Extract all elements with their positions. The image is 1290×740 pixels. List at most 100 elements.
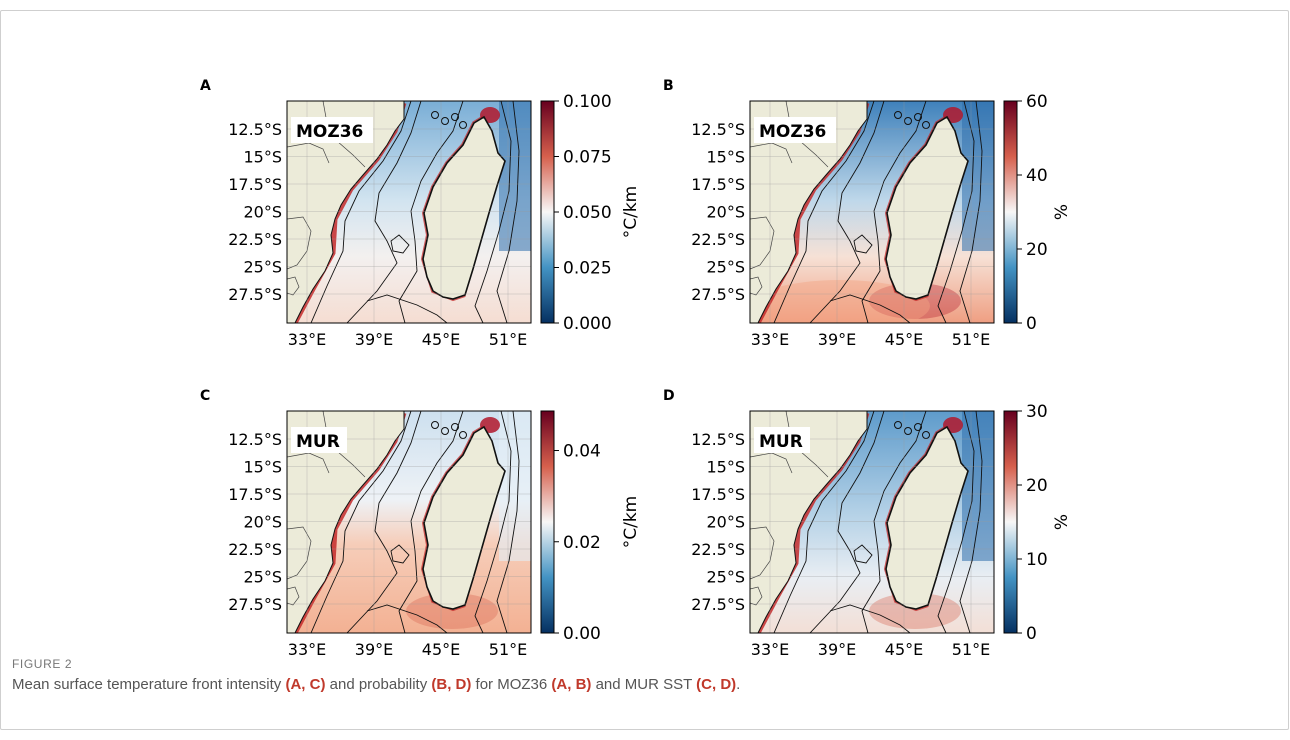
caption-segment: . xyxy=(736,676,741,693)
lat-tick-label: 17.5°S xyxy=(228,175,282,194)
colorbar xyxy=(540,410,555,634)
lon-tick-label: 51°E xyxy=(489,330,527,349)
colorbar-tick-label: 0.02 xyxy=(563,533,601,553)
panel-letter: D xyxy=(663,388,675,404)
colorbar-tick-label: 0.000 xyxy=(563,314,612,334)
lat-tick-label: 20°S xyxy=(243,203,282,222)
lat-tick-label: 17.5°S xyxy=(691,485,745,504)
figure-label: FIGURE 2 xyxy=(12,657,73,671)
lon-tick-label: 45°E xyxy=(885,640,923,659)
colorbar-tick-label: 20 xyxy=(1026,476,1048,496)
lat-tick-label: 20°S xyxy=(706,513,745,532)
caption-segment: (C, D) xyxy=(696,676,737,693)
lat-tick-label: 25°S xyxy=(243,568,282,587)
colorbar-label: °C/km xyxy=(621,496,641,549)
colorbar-tick-label: 20 xyxy=(1026,240,1048,260)
colorbar-tick-label: 10 xyxy=(1026,550,1048,570)
lat-tick-label: 27.5°S xyxy=(691,285,745,304)
lat-tick-label: 15°S xyxy=(243,458,282,477)
lat-tick-label: 20°S xyxy=(706,203,745,222)
lat-tick-label: 20°S xyxy=(243,513,282,532)
panel-letter: A xyxy=(200,78,211,94)
dataset-tag-box xyxy=(754,117,836,143)
dataset-tag: MOZ36 xyxy=(759,122,826,142)
lon-tick-label: 51°E xyxy=(489,640,527,659)
caption-segment: and MUR SST xyxy=(591,676,697,693)
lat-tick-label: 17.5°S xyxy=(691,175,745,194)
colorbar-tick-label: 40 xyxy=(1026,166,1048,186)
lon-tick-label: 45°E xyxy=(422,330,460,349)
lat-tick-label: 22.5°S xyxy=(691,540,745,559)
caption-segment: for MOZ36 xyxy=(471,676,552,693)
colorbar xyxy=(540,100,555,324)
lon-tick-label: 39°E xyxy=(818,640,856,659)
dataset-tag: MOZ36 xyxy=(296,122,363,142)
colorbar-tick-label: 30 xyxy=(1026,402,1048,422)
colorbar-tick-label: 0.04 xyxy=(563,442,601,462)
lat-tick-label: 15°S xyxy=(706,148,745,167)
lat-tick-label: 25°S xyxy=(706,258,745,277)
lat-tick-label: 27.5°S xyxy=(228,285,282,304)
colorbar-label: °C/km xyxy=(621,186,641,239)
colorbar-label: % xyxy=(1052,204,1072,220)
lat-tick-label: 15°S xyxy=(706,458,745,477)
lat-tick-label: 12.5°S xyxy=(228,120,282,139)
colorbar-tick-label: 0.050 xyxy=(563,203,612,223)
lat-tick-label: 15°S xyxy=(243,148,282,167)
map-plot: MOZ36 12.5°S 15°S 17.5°S 20°S 22.5°S 25°S 27.5°… xyxy=(691,92,1072,349)
colorbar-tick-label: 0.025 xyxy=(563,259,612,279)
dataset-tag-box xyxy=(291,427,347,453)
figure-frame xyxy=(0,10,1289,730)
colorbar-tick-label: 0 xyxy=(1026,314,1037,334)
lat-tick-label: 12.5°S xyxy=(228,430,282,449)
lat-tick-label: 22.5°S xyxy=(228,540,282,559)
panel-a: A MOZ36 12.5°S 15°S 17.5°S 20°S 22.5°S 25°S 27.5… xyxy=(200,78,670,353)
lat-tick-label: 12.5°S xyxy=(691,120,745,139)
colorbar-tick-label: 0.00 xyxy=(563,624,601,644)
lon-tick-label: 51°E xyxy=(952,640,990,659)
dataset-tag-box xyxy=(291,117,373,143)
lat-tick-label: 27.5°S xyxy=(228,595,282,614)
madagascar-landmass xyxy=(422,115,506,300)
caption-segment: (A, C) xyxy=(285,676,326,693)
colorbar xyxy=(1003,410,1018,634)
panel-b: B MOZ36 12.5°S 15°S 17.5°S 20°S 22.5°S 25°S 27.5… xyxy=(663,78,1133,353)
lat-tick-label: 17.5°S xyxy=(228,485,282,504)
madagascar-landmass xyxy=(885,425,969,610)
dataset-tag: MUR xyxy=(759,432,803,452)
panel-c: C MUR 12.5°S 15°S 17.5°S 20°S 22.5°S 25°S 27.5°S… xyxy=(200,388,670,663)
lat-tick-label: 22.5°S xyxy=(691,230,745,249)
caption-segment: and probability xyxy=(325,676,432,693)
lon-tick-label: 33°E xyxy=(751,330,789,349)
lon-tick-label: 45°E xyxy=(422,640,460,659)
colorbar xyxy=(1003,100,1018,324)
lat-tick-label: 12.5°S xyxy=(691,430,745,449)
colorbar-tick-label: 60 xyxy=(1026,92,1048,112)
lat-tick-label: 25°S xyxy=(243,258,282,277)
panel-letter: B xyxy=(663,78,674,94)
lon-tick-label: 51°E xyxy=(952,330,990,349)
map-plot: MOZ36 12.5°S 15°S 17.5°S 20°S 22.5°S 25°S 27.5°… xyxy=(228,92,641,349)
panel-letter: C xyxy=(200,388,211,404)
caption-segment: Mean surface temperature front intensity xyxy=(12,676,286,693)
caption-segment: (A, B) xyxy=(551,676,592,693)
lon-tick-label: 33°E xyxy=(288,330,326,349)
dataset-tag: MUR xyxy=(296,432,340,452)
lat-tick-label: 27.5°S xyxy=(691,595,745,614)
colorbar-tick-label: 0 xyxy=(1026,624,1037,644)
caption-segment: (B, D) xyxy=(431,676,472,693)
lon-tick-label: 33°E xyxy=(288,640,326,659)
lon-tick-label: 39°E xyxy=(818,330,856,349)
colorbar-tick-label: 0.100 xyxy=(563,92,612,112)
lon-tick-label: 33°E xyxy=(751,640,789,659)
map-plot: MUR 12.5°S 15°S 17.5°S 20°S 22.5°S 25°S 27.5°S 3… xyxy=(228,410,641,659)
panel-d: D MUR 12.5°S 15°S 17.5°S 20°S 22.5°S 25°S 27.5°S… xyxy=(663,388,1133,663)
lat-tick-label: 25°S xyxy=(706,568,745,587)
dataset-tag-box xyxy=(754,427,810,453)
lon-tick-label: 39°E xyxy=(355,640,393,659)
colorbar-label: % xyxy=(1052,514,1072,530)
madagascar-landmass xyxy=(885,115,969,300)
lat-tick-label: 22.5°S xyxy=(228,230,282,249)
figure-caption: Mean surface temperature front intensity… xyxy=(12,676,740,693)
madagascar-landmass xyxy=(422,425,506,610)
